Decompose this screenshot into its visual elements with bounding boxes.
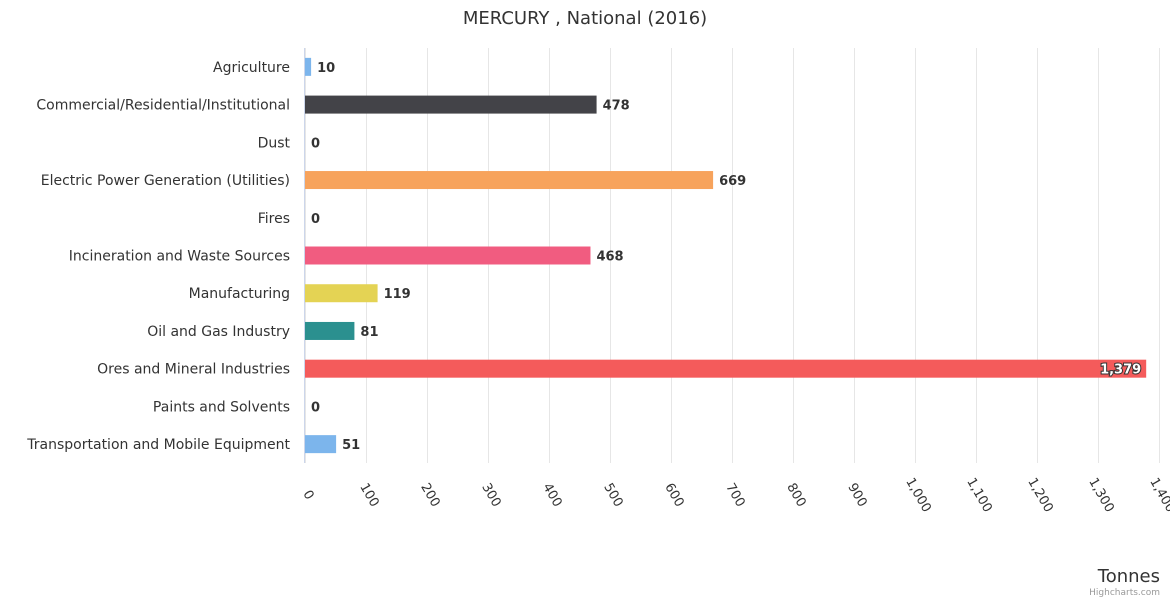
category-label-manufacturing: Manufacturing — [189, 286, 290, 302]
category-label-agriculture: Agriculture — [213, 60, 290, 76]
tick-labels: 0 100 200 300 400 500 600 700 800 900 1,000 1,100 1,… — [299, 475, 1170, 515]
data-label-agriculture: 10 — [317, 61, 335, 76]
credits-link[interactable]: Highcharts.com — [1089, 588, 1160, 598]
x-tick-label-9: 900 — [844, 481, 869, 510]
bar-transportation-and-mobile-equipment[interactable] — [305, 435, 337, 454]
x-tick-label-10: 1,000 — [902, 475, 934, 515]
chart-title: MERCURY , National (2016) — [463, 8, 707, 29]
x-tick-label-3: 300 — [478, 481, 503, 510]
data-label-incineration-and-waste-sources: 468 — [596, 250, 623, 265]
x-tick-label-11: 1,100 — [963, 475, 995, 515]
x-axis-title: Tonnes — [1097, 566, 1160, 587]
category-label-incineration-and-waste-sources: Incineration and Waste Sources — [69, 249, 290, 265]
bar-manufacturing[interactable] — [305, 284, 378, 303]
category-label-paints-and-solvents: Paints and Solvents — [153, 399, 290, 415]
category-labels: Agriculture Commercial/Residential/Instit… — [26, 60, 290, 453]
category-label-oil-and-gas-industry: Oil and Gas Industry — [147, 324, 290, 340]
x-tick-label-13: 1,300 — [1085, 475, 1117, 515]
x-tick-label-4: 400 — [539, 481, 564, 510]
data-label-manufacturing: 119 — [384, 287, 411, 302]
x-tick-label-0: 0 — [299, 488, 316, 503]
x-tick-label-8: 800 — [783, 481, 808, 510]
bar-incineration-and-waste-sources[interactable] — [305, 246, 591, 265]
x-tick-label-12: 1,200 — [1024, 475, 1056, 515]
bar-oil-and-gas-industry[interactable] — [305, 321, 355, 340]
category-label-transportation-and-mobile-equipment: Transportation and Mobile Equipment — [26, 437, 290, 453]
bar-ores-and-mineral-industries[interactable] — [305, 359, 1147, 378]
data-label-transportation-and-mobile-equipment: 51 — [342, 438, 360, 453]
x-tick-label-7: 700 — [722, 481, 747, 510]
x-tick-label-5: 500 — [600, 481, 625, 510]
data-label-fires: 0 — [311, 212, 320, 227]
category-label-dust: Dust — [258, 135, 291, 151]
category-label-ores-and-mineral-industries: Ores and Mineral Industries — [97, 362, 290, 378]
x-tick-label-1: 100 — [356, 481, 381, 510]
bar-electric-power-generation-utilities[interactable] — [305, 171, 714, 190]
bar-agriculture[interactable] — [305, 57, 312, 76]
data-labels: 10 478 0 669 0 468 119 81 1,379 0 51 — [311, 61, 1142, 453]
category-label-electric-power-generation-utilities: Electric Power Generation (Utilities) — [41, 173, 290, 189]
data-label-ores-and-mineral-industries: 1,379 — [1100, 363, 1141, 378]
x-tick-label-6: 600 — [661, 481, 686, 510]
data-label-paints-and-solvents: 0 — [311, 400, 320, 415]
data-label-electric-power-generation-utilities: 669 — [719, 174, 746, 189]
category-label-fires: Fires — [258, 211, 290, 227]
data-label-oil-and-gas-industry: 81 — [360, 325, 378, 340]
data-label-commercial-residential-institutional: 478 — [603, 99, 630, 114]
bar-commercial-residential-institutional[interactable] — [305, 95, 597, 114]
x-tick-label-2: 200 — [417, 481, 442, 510]
data-label-dust: 0 — [311, 136, 320, 151]
x-tick-label-14: 1,400 — [1146, 475, 1170, 515]
category-label-commercial-residential-institutional: Commercial/Residential/Institutional — [36, 98, 290, 114]
bars — [305, 57, 1147, 454]
